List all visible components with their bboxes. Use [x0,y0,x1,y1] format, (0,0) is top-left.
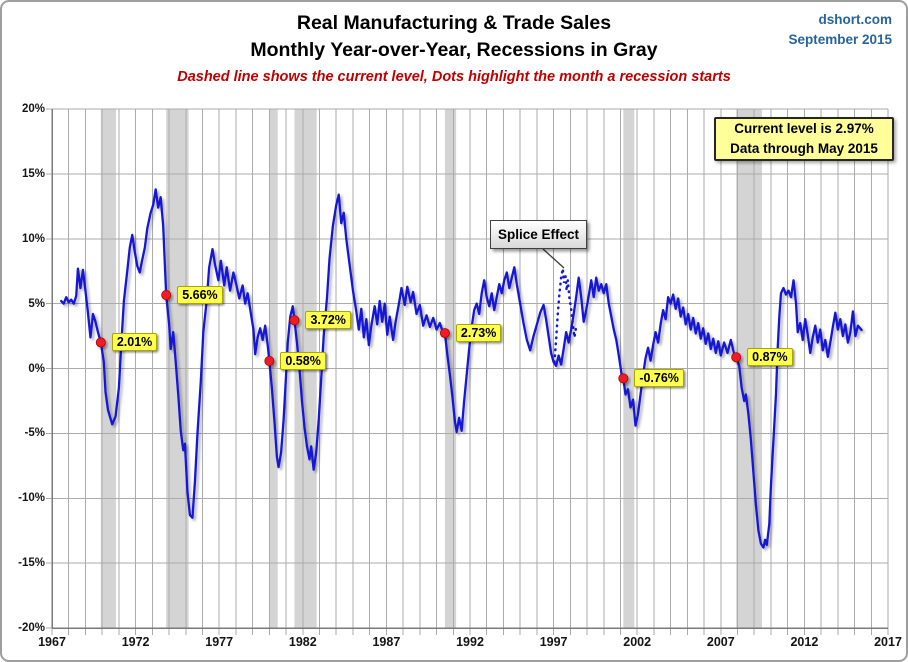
splice-effect-callout: Splice Effect [490,220,587,249]
recession-start-dot [731,352,742,363]
chart-title-line2: Monthly Year-over-Year, Recessions in Gr… [250,39,658,61]
chart-note: Dashed line shows the current level, Dot… [177,69,731,85]
source-block: dshort.com September 2015 [788,10,892,51]
axes [51,109,888,629]
gridlines [46,108,889,635]
recession-start-dot [618,373,629,384]
recession-start-dots [95,290,742,384]
current-level-text: Current level is 2.97% [734,121,874,137]
source-site: dshort.com [818,12,892,27]
chart-header: Real Manufacturing & Trade Sales Monthly… [2,12,906,85]
chart-title-line1: Real Manufacturing & Trade Sales [296,12,612,34]
recession-start-dot [439,328,450,339]
recession-start-dot [161,290,172,301]
recession-start-dot [95,337,106,348]
splice-callout-pointer [542,248,565,269]
splice-dotted-line [553,268,578,364]
current-level-box: Current level is 2.97% Data through May … [714,117,894,161]
source-date: September 2015 [788,32,892,48]
data-through-text: Data through May 2015 [730,141,878,156]
recession-start-dot [264,355,275,366]
recession-start-dot [289,315,300,326]
splice-effect-label: Splice Effect [497,227,580,242]
